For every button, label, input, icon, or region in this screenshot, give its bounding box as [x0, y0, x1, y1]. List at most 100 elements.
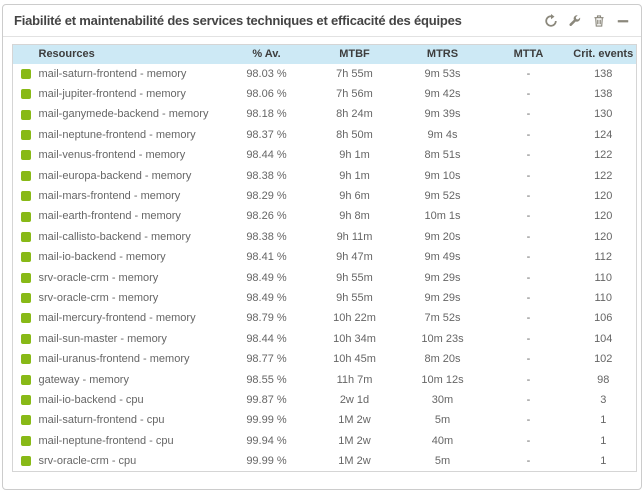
mtbf-value: 9h 47m — [336, 251, 373, 264]
mtta-value: - — [526, 128, 531, 141]
crit-events-value: 104 — [594, 332, 613, 345]
status-ok-icon — [20, 374, 31, 385]
table-row: srv-oracle-crm - memory 98.49 % 9h 55m 9… — [13, 288, 637, 308]
crit-events-value: 112 — [594, 251, 613, 264]
availability-table: Resources % Av. MTBF MTRS MTTA Crit. eve… — [12, 44, 637, 472]
widget-title-bar: Fiabilité et maintenabilité des services… — [3, 5, 641, 37]
crit-events-value: 110 — [594, 291, 613, 304]
refresh-button[interactable] — [543, 13, 559, 29]
crit-events-value: 102 — [594, 353, 613, 366]
mtrs-value: 40m — [431, 434, 454, 447]
delete-button[interactable] — [591, 13, 607, 29]
table-row: mail-neptune-frontend - cpu 99.94 % 1M 2… — [13, 431, 637, 451]
table-header-row: Resources % Av. MTBF MTRS MTTA Crit. eve… — [12, 44, 637, 64]
mtta-value: - — [526, 414, 531, 427]
status-ok-icon — [20, 313, 31, 324]
mtrs-value: 9m 29s — [424, 271, 461, 284]
mtta-value: - — [526, 312, 531, 325]
mtta-value: - — [526, 454, 531, 467]
configure-button[interactable] — [567, 13, 583, 29]
column-header-mtbf: MTBF — [310, 44, 399, 64]
table-row: mail-neptune-frontend - memory 98.37 % 8… — [13, 125, 637, 145]
availability-value: 98.44 % — [246, 149, 287, 162]
status-cell — [13, 104, 39, 124]
mtrs-value: 5m — [434, 414, 451, 427]
availability-value: 98.38 % — [246, 169, 287, 182]
crit-events-value: 3 — [600, 393, 607, 406]
mtrs-value: 9m 39s — [424, 108, 461, 121]
mtbf-value: 9h 55m — [336, 271, 373, 284]
table-row: mail-sun-master - memory 98.44 % 10h 34m… — [13, 329, 637, 349]
crit-events-value: 124 — [594, 128, 613, 141]
crit-events-value: 122 — [594, 169, 613, 182]
status-cell — [13, 451, 39, 471]
status-ok-icon — [20, 272, 31, 283]
availability-value: 99.87 % — [246, 393, 287, 406]
mtrs-value: 9m 4s — [427, 128, 458, 141]
resource-name: srv-oracle-crm - memory — [38, 271, 159, 284]
status-cell — [13, 308, 39, 328]
status-cell — [13, 288, 39, 308]
status-ok-icon — [20, 293, 31, 304]
mtbf-value: 10h 34m — [333, 332, 376, 345]
availability-value: 98.37 % — [246, 128, 287, 141]
resource-name: srv-oracle-crm - cpu — [38, 454, 137, 467]
status-cell — [13, 349, 39, 369]
mtbf-value: 1M 2w — [338, 454, 371, 467]
availability-value: 98.26 % — [246, 210, 287, 223]
mtta-value: - — [526, 373, 531, 386]
mtbf-value: 9h 8m — [339, 210, 370, 223]
table-row: mail-callisto-backend - memory 98.38 % 9… — [13, 227, 637, 247]
widget-title: Fiabilité et maintenabilité des services… — [14, 13, 462, 28]
mtrs-value: 9m 20s — [424, 230, 461, 243]
table-row: mail-io-backend - cpu 99.87 % 2w 1d 30m … — [13, 390, 637, 410]
crit-events-value: 120 — [594, 190, 613, 203]
resource-name: mail-neptune-frontend - memory — [38, 128, 196, 141]
table-row: mail-uranus-frontend - memory 98.77 % 10… — [13, 349, 637, 369]
status-ok-icon — [20, 89, 31, 100]
mtrs-value: 10m 12s — [421, 373, 464, 386]
table-row: mail-ganymede-backend - memory 98.18 % 8… — [13, 104, 637, 124]
status-ok-icon — [20, 333, 31, 344]
crit-events-value: 1 — [600, 414, 607, 427]
status-cell — [13, 227, 39, 247]
resource-name: mail-earth-frontend - memory — [38, 210, 181, 223]
mtrs-value: 8m 51s — [424, 149, 461, 162]
mtrs-value: 10m 1s — [424, 210, 461, 223]
status-ok-icon — [20, 109, 31, 120]
status-cell — [13, 84, 39, 104]
status-cell — [13, 369, 39, 389]
crit-events-value: 110 — [594, 271, 613, 284]
mtrs-value: 10m 23s — [421, 332, 464, 345]
resource-name: mail-ganymede-backend - memory — [38, 108, 209, 121]
mtrs-value: 9m 10s — [424, 169, 461, 182]
table-row: mail-mercury-frontend - memory 98.79 % 1… — [13, 308, 637, 328]
crit-events-value: 1 — [600, 434, 607, 447]
mtbf-value: 7h 56m — [336, 88, 373, 101]
status-ok-icon — [20, 129, 31, 140]
status-ok-icon — [20, 211, 31, 222]
collapse-button[interactable] — [615, 13, 631, 29]
table-row: srv-oracle-crm - memory 98.49 % 9h 55m 9… — [13, 267, 637, 287]
availability-value: 98.44 % — [246, 332, 287, 345]
mtta-value: - — [526, 353, 531, 366]
status-cell — [13, 64, 39, 84]
mtta-value: - — [526, 271, 531, 284]
status-ok-icon — [20, 435, 31, 446]
mtta-value: - — [526, 169, 531, 182]
mtta-value: - — [526, 393, 531, 406]
crit-events-value: 98 — [597, 373, 610, 386]
trash-icon — [594, 14, 604, 27]
status-ok-icon — [20, 252, 31, 263]
table-row: mail-jupiter-frontend - memory 98.06 % 7… — [13, 84, 637, 104]
mtrs-value: 30m — [431, 393, 454, 406]
crit-events-value: 1 — [600, 454, 607, 467]
status-cell — [13, 431, 39, 451]
resource-name: mail-saturn-frontend - memory — [38, 67, 187, 80]
mtbf-value: 8h 50m — [336, 128, 373, 141]
table-row: mail-io-backend - memory 98.41 % 9h 47m … — [13, 247, 637, 267]
column-header-crit-events: Crit. events — [570, 44, 637, 64]
status-column-header — [12, 44, 39, 64]
mtta-value: - — [526, 210, 531, 223]
mtta-value: - — [526, 291, 531, 304]
